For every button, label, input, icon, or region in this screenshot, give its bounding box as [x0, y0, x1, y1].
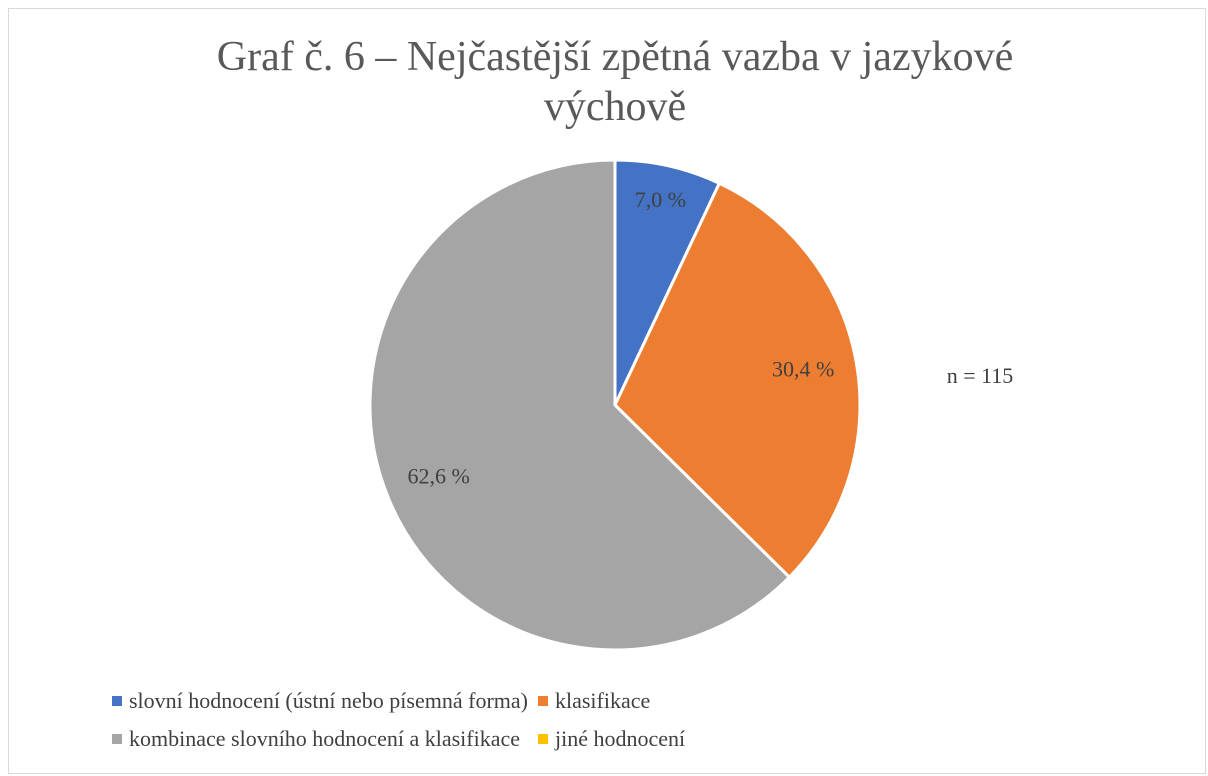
- legend-swatch: [112, 734, 122, 744]
- data-label: 7,0 %: [635, 187, 686, 212]
- pie-slice: [368, 158, 792, 652]
- chart-border: [8, 8, 1206, 774]
- legend-label: jiné hodnocení: [554, 726, 686, 751]
- pie-slice: [613, 158, 722, 406]
- legend-item: klasifikace: [537, 688, 685, 714]
- data-label: 30,4 %: [772, 357, 834, 382]
- chart-title: Graf č. 6 – Nejčastější zpětná vazba v j…: [216, 34, 1014, 130]
- legend-item: jiné hodnocení: [537, 726, 686, 752]
- data-label: 62,6 %: [408, 464, 470, 489]
- legend: slovní hodnocení (ústní nebo písemná for…: [112, 688, 685, 752]
- legend-item: slovní hodnocení (ústní nebo písemná for…: [112, 688, 528, 714]
- annotation: n = 115: [947, 363, 1014, 388]
- legend-swatch: [537, 696, 548, 706]
- legend-label: slovní hodnocení (ústní nebo písemná for…: [129, 688, 528, 713]
- pie-slice: [613, 181, 862, 580]
- legend-swatch: [112, 696, 122, 706]
- legend-item: kombinace slovního hodnocení a klasifika…: [112, 726, 528, 752]
- legend-label: klasifikace: [554, 688, 651, 713]
- legend-label: kombinace slovního hodnocení a klasifika…: [129, 726, 520, 751]
- legend-swatch: [537, 734, 548, 744]
